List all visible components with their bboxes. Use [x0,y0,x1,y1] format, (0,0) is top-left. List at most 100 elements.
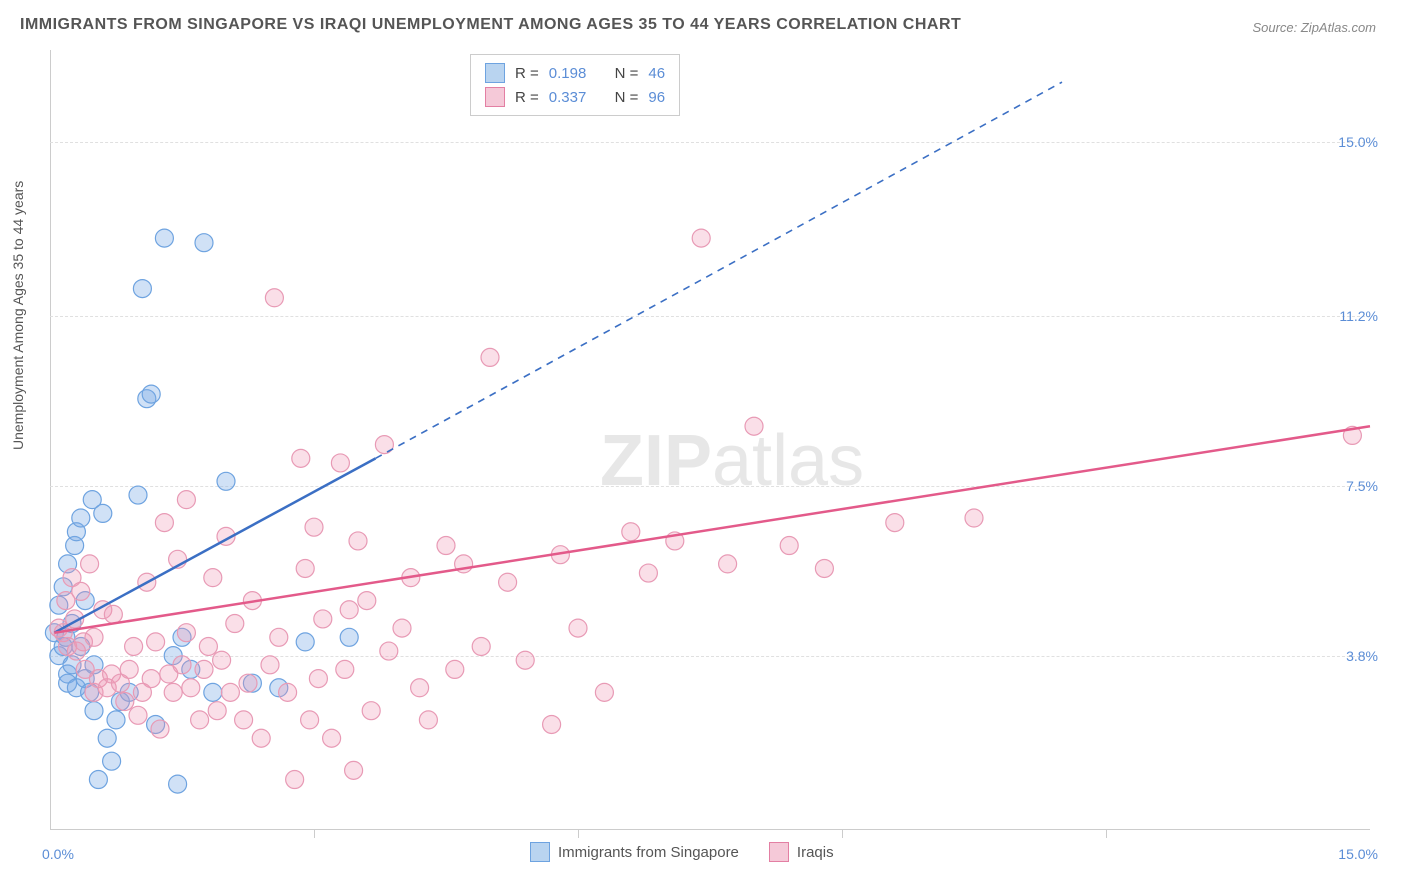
data-point [314,610,332,628]
data-point [622,523,640,541]
data-point [472,637,490,655]
data-point [199,637,217,655]
data-point [155,514,173,532]
data-point [692,229,710,247]
data-point [279,683,297,701]
data-point [147,633,165,651]
data-point [331,454,349,472]
data-point [437,537,455,555]
data-point [270,628,288,646]
data-point [358,592,376,610]
data-point [296,633,314,651]
legend-swatch [485,87,505,107]
data-point [195,660,213,678]
data-point [133,280,151,298]
chart-title: IMMIGRANTS FROM SINGAPORE VS IRAQI UNEMP… [20,16,961,34]
data-point [129,486,147,504]
data-point [94,504,112,522]
data-point [169,775,187,793]
legend-series-name: Iraqis [797,844,834,861]
data-point [85,702,103,720]
series-legend: Immigrants from Singapore Iraqis [530,842,834,862]
data-point [446,660,464,678]
data-point [345,761,363,779]
data-point [151,720,169,738]
data-point [252,729,270,747]
data-point [81,555,99,573]
data-point [305,518,323,536]
data-point [719,555,737,573]
data-point [142,670,160,688]
data-point [191,711,209,729]
data-point [349,532,367,550]
legend-swatch [769,842,789,862]
data-point [340,601,358,619]
data-point [499,573,517,591]
data-point [239,674,257,692]
legend-row: R =0.198 N =46 [485,61,665,85]
data-point [393,619,411,637]
data-point [204,683,222,701]
data-point [164,683,182,701]
data-point [120,660,138,678]
data-point [89,771,107,789]
data-point [595,683,613,701]
legend-r-value: 0.337 [549,89,587,106]
data-point [116,693,134,711]
legend-n-label: N = [615,65,639,82]
legend-series-name: Immigrants from Singapore [558,844,739,861]
trend-line-extrapolated [376,82,1062,458]
data-point [516,651,534,669]
scatter-plot-svg [50,50,1370,830]
data-point [309,670,327,688]
data-point [208,702,226,720]
legend-row: R =0.337 N =96 [485,85,665,109]
data-point [639,564,657,582]
data-point [481,348,499,366]
data-point [543,715,561,733]
x-tick-max: 15.0% [1338,846,1378,862]
data-point [886,514,904,532]
x-tick-mark [314,830,315,838]
legend-r-value: 0.198 [549,65,587,82]
data-point [815,559,833,577]
legend-r-label: R = [515,89,539,106]
y-axis-label: Unemployment Among Ages 35 to 44 years [10,181,26,450]
x-tick-mark [578,830,579,838]
data-point [85,628,103,646]
legend-item: Iraqis [769,842,834,862]
data-point [129,706,147,724]
correlation-legend: R =0.198 N =46R =0.337 N =96 [470,54,680,116]
data-point [103,752,121,770]
data-point [340,628,358,646]
data-point [195,234,213,252]
chart-container: IMMIGRANTS FROM SINGAPORE VS IRAQI UNEMP… [0,0,1406,892]
data-point [226,615,244,633]
data-point [142,385,160,403]
data-point [235,711,253,729]
data-point [780,537,798,555]
x-tick-mark [842,830,843,838]
data-point [182,679,200,697]
data-point [336,660,354,678]
data-point [380,642,398,660]
trend-line [54,426,1370,632]
data-point [125,637,143,655]
source-label: Source: ZipAtlas.com [1252,20,1376,35]
data-point [296,559,314,577]
data-point [362,702,380,720]
data-point [261,656,279,674]
data-point [98,729,116,747]
data-point [292,449,310,467]
legend-n-label: N = [615,89,639,106]
data-point [419,711,437,729]
data-point [177,491,195,509]
data-point [107,711,125,729]
data-point [177,624,195,642]
data-point [204,569,222,587]
data-point [72,509,90,527]
legend-swatch [530,842,550,862]
x-tick-min: 0.0% [42,846,74,862]
data-point [286,771,304,789]
data-point [155,229,173,247]
